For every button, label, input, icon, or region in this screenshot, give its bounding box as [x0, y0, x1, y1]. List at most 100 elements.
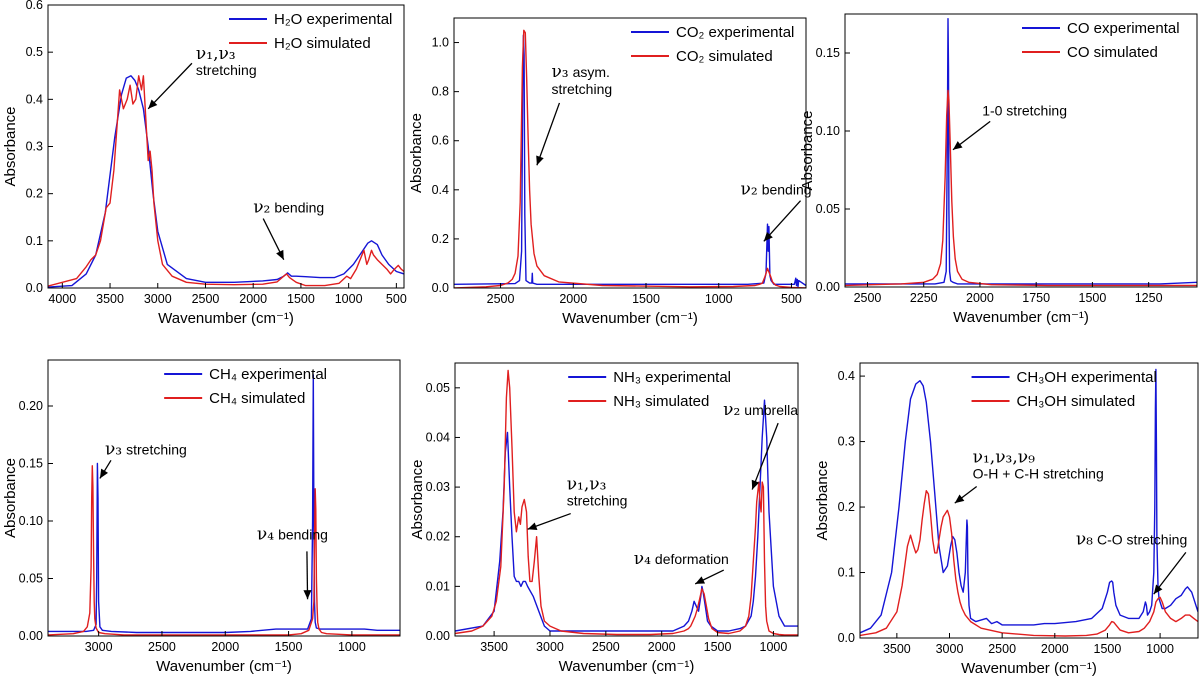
y-tick-label: 0.00 — [19, 629, 43, 643]
legend-label-simulated: CH₄ simulated — [209, 390, 305, 407]
annotation-arrowhead — [952, 141, 963, 150]
annotation-text: bending — [278, 526, 328, 542]
annotation-text: deformation — [655, 551, 729, 567]
legend-label-experimental: CH₄ experimental — [209, 366, 327, 383]
x-tick-label: 3000 — [144, 292, 172, 306]
annotation-arrowhead — [954, 494, 965, 504]
y-tick-label: 0.05 — [816, 202, 840, 216]
x-tick-label: 2500 — [988, 642, 1016, 656]
series-line-experimental — [48, 374, 400, 634]
annotation-text-2: stretching — [196, 62, 257, 78]
panel-nh3-spectrum: 3500 3000 2500 2000 1500 1000 0.00 0.01 0.02 0.03… — [409, 362, 799, 675]
annotation-arrow-line — [751, 422, 779, 490]
annotation-symbol: ν₂ — [723, 400, 740, 420]
y-tick-label: 0.00 — [426, 629, 450, 643]
x-tick-label: 4000 — [48, 292, 76, 306]
panel-h2o-spectrum: 4000 3500 3000 2500 2000 1500 1000 500 0.0 0.1 0.2… — [2, 0, 407, 327]
y-tick-label: 0.0 — [838, 631, 855, 645]
x-tick-label: 3500 — [96, 292, 124, 306]
x-tick-label: 2000 — [211, 640, 239, 654]
y-tick-label: 0.0 — [432, 281, 449, 295]
annotation-text: umbrella — [744, 402, 798, 418]
y-tick-label: 0.6 — [26, 0, 43, 12]
legend-label-simulated: H₂O simulated — [274, 35, 371, 52]
x-tick-label: 2000 — [239, 292, 267, 306]
y-tick-label: 0.2 — [26, 187, 43, 201]
y-tick-label: 1.0 — [432, 36, 449, 50]
series-line-experimental — [860, 368, 1198, 634]
x-axis-title: Wavenumber (cm⁻¹) — [961, 660, 1097, 677]
y-tick-label: 0.1 — [26, 234, 43, 248]
annotation-text: bending — [274, 200, 324, 216]
annotation-text-2: stretching — [551, 81, 612, 97]
y-tick-label: 0.10 — [816, 124, 840, 138]
x-tick-label: 2000 — [559, 292, 587, 306]
annotation-arrow-line — [536, 102, 561, 166]
y-axis-title: Absorbance — [799, 110, 816, 190]
x-tick-label: 2500 — [148, 640, 176, 654]
plot-frame — [453, 17, 807, 289]
panel-co-spectrum: 2500 2250 2000 1750 1500 1250 0.00 0.05 0.10 0.15… — [799, 13, 1198, 326]
y-axis-title: Absorbance — [2, 106, 19, 186]
y-tick-label: 0.15 — [19, 457, 43, 471]
annotation-arrowhead — [536, 155, 544, 166]
x-tick-label: 1000 — [335, 292, 363, 306]
y-tick-label: 0.15 — [816, 46, 840, 60]
legend-label-experimental: CO₂ experimental — [676, 24, 794, 41]
annotation-symbol: ν₃ — [105, 439, 122, 459]
x-tick-label: 1000 — [338, 640, 366, 654]
annotation-arrowhead — [276, 249, 284, 260]
x-tick-label: 3000 — [85, 640, 113, 654]
legend-label-experimental: CH₃OH experimental — [1017, 369, 1157, 386]
annotation-arrowhead — [303, 590, 312, 600]
legend-label-experimental: NH₃ experimental — [613, 369, 731, 386]
annotation-text: stretching — [126, 441, 187, 457]
x-tick-label: 1500 — [1094, 642, 1122, 656]
annotation-symbol: ν₁,ν₃ — [567, 475, 607, 495]
x-tick-label: 1500 — [287, 292, 315, 306]
legend-label-simulated: CO simulated — [1067, 44, 1158, 61]
x-tick-label: 1500 — [632, 292, 660, 306]
y-tick-label: 0.3 — [838, 435, 855, 449]
panel-co2-spectrum: 2500 2000 1500 1000 500 0.0 0.2 0.4 0.6 0.8 1.0 Wav… — [408, 17, 812, 327]
annotation-symbol: ν₈ — [1076, 529, 1093, 549]
annotation-text-2: O-H + C-H stretching — [973, 466, 1104, 482]
annotation-label: ν₄ bending — [257, 524, 328, 544]
y-tick-label: 0.04 — [426, 430, 450, 444]
x-tick-label: 1000 — [705, 292, 733, 306]
y-tick-label: 0.20 — [19, 399, 43, 413]
y-tick-label: 0.01 — [426, 579, 450, 593]
x-tick-label: 3000 — [936, 642, 964, 656]
annotation-label: ν₁,ν₃ stretching — [196, 44, 257, 78]
annotation-arrowhead — [751, 479, 760, 490]
x-tick-label: 1500 — [275, 640, 303, 654]
annotation-symbol: ν₄ — [257, 524, 274, 544]
annotation-text: bending — [762, 182, 812, 198]
annotation-arrow-line — [763, 200, 802, 242]
y-axis-title: Absorbance — [2, 458, 19, 538]
annotation-arrowhead — [148, 99, 158, 109]
x-tick-label: 2000 — [1041, 642, 1069, 656]
x-tick-label: 1000 — [1146, 642, 1174, 656]
legend-label-experimental: CO experimental — [1067, 20, 1180, 37]
plot-frame — [454, 362, 799, 637]
y-tick-label: 0.00 — [816, 280, 840, 294]
x-tick-label: 3500 — [883, 642, 911, 656]
series-line-simulated — [454, 29, 806, 288]
x-tick-label: 500 — [386, 292, 407, 306]
plot-frame — [47, 359, 401, 637]
annotation-symbol: ν₃ — [551, 62, 568, 82]
x-axis-title: Wavenumber (cm⁻¹) — [156, 658, 292, 675]
y-tick-label: 0.8 — [432, 85, 449, 99]
y-tick-label: 0.4 — [432, 183, 449, 197]
annotation-label: ν₂ umbrella — [723, 400, 798, 420]
series-line-experimental — [455, 399, 798, 632]
annotation-symbol: ν₂ — [741, 180, 758, 200]
y-axis-title: Absorbance — [408, 113, 425, 193]
annotation-text: C-O stretching — [1097, 531, 1187, 547]
x-tick-label: 2500 — [854, 291, 882, 305]
series-line-simulated — [48, 465, 400, 636]
series-line-simulated — [455, 369, 798, 636]
x-tick-label: 3000 — [536, 640, 564, 654]
y-tick-label: 0.5 — [26, 45, 43, 59]
